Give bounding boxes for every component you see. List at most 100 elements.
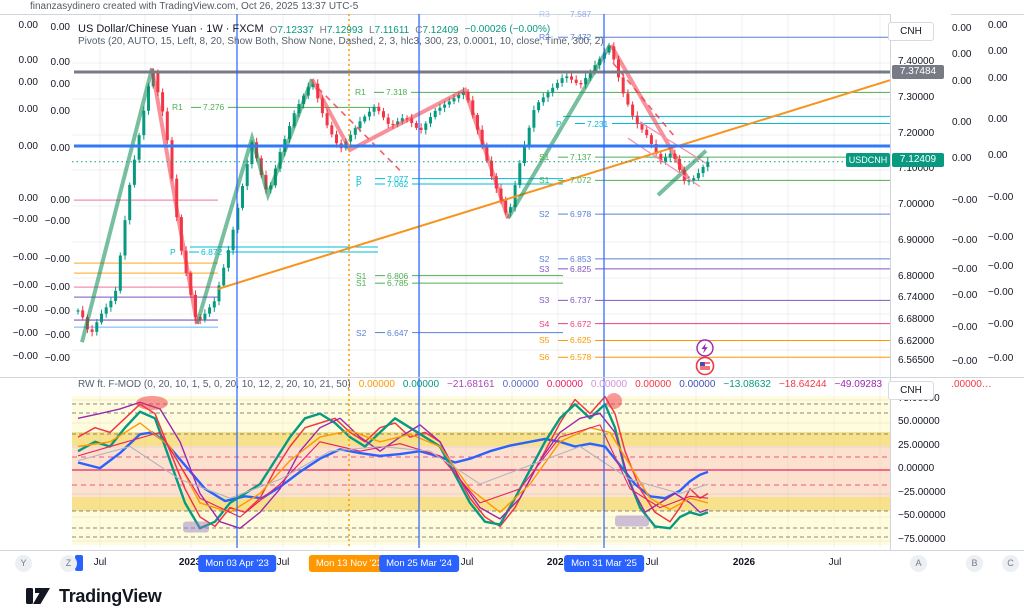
candlestick xyxy=(142,110,146,136)
candlestick xyxy=(367,111,371,117)
right-extra-scales[interactable]: 0.00 0.00 0.00 0.00 0.00 0.00 0.00 0.00 0.00 0.00… xyxy=(948,14,1024,550)
candlestick xyxy=(100,313,103,323)
pane-divider[interactable] xyxy=(0,377,1024,378)
right-scale-value: 0.00 xyxy=(952,23,972,34)
scale-toggle-z[interactable]: Z xyxy=(60,555,77,572)
candlestick xyxy=(109,300,113,308)
tradingview-logo[interactable]: TradingView xyxy=(26,585,162,607)
indicator-value: 0.00000 xyxy=(402,379,440,390)
left-scale-value: 0.00 xyxy=(18,20,38,31)
pivot-value: 7.587 xyxy=(570,9,592,19)
pivot-label-p: P xyxy=(356,173,362,184)
candlestick xyxy=(311,83,315,88)
indicator-value: 0.00000 xyxy=(679,379,716,390)
left-scale-value: −0.00 xyxy=(12,351,38,362)
scale-toggle-c[interactable]: C xyxy=(1002,555,1019,572)
scale-toggle-a[interactable]: A xyxy=(910,555,927,572)
left-scale-value: 0.00 xyxy=(50,22,70,33)
ohlc-low: L7.11611 xyxy=(368,25,410,36)
candlestick xyxy=(664,157,667,162)
scale-toggle-y[interactable]: Y xyxy=(15,555,32,572)
indicator-title[interactable]: RW ft. F-MOD (0, 20, 10, 1, 5, 0, 20, 10… xyxy=(78,379,351,390)
candlestick xyxy=(532,110,536,128)
pivots-indicator-settings[interactable]: Pivots (20, AUTO, 15, Left, 8, 20, Show … xyxy=(78,36,604,47)
pivot-value: 6.872 xyxy=(201,247,223,258)
currency-button-indicator[interactable]: CNH xyxy=(888,381,934,400)
time-axis-year-label: 2026 xyxy=(732,557,756,568)
time-axis-month-label: Jul xyxy=(828,557,842,568)
candlestick xyxy=(659,153,663,162)
price-axis-label: 6.74000 xyxy=(898,292,935,303)
us-flag-event-icon[interactable] xyxy=(695,356,715,376)
candlestick xyxy=(236,207,240,230)
left-scale-value: 0.00 xyxy=(18,193,38,204)
left-price-scales[interactable]: 0.00 0.00 0.00 0.00 0.00 0.00 0.00 0.00 0.00 0.00… xyxy=(0,14,72,550)
pivot-value: 6.806 xyxy=(387,270,409,281)
left-scale-value: −0.00 xyxy=(44,330,70,341)
time-axis-month-label: Jul xyxy=(460,557,474,568)
candlestick xyxy=(325,113,329,126)
time-axis-month-label: Jul xyxy=(645,557,659,568)
price-axis-label: 6.56500 xyxy=(898,355,935,366)
candlestick xyxy=(692,178,696,181)
signal-pill xyxy=(615,515,649,527)
price-axis-label: 7.30000 xyxy=(898,92,935,103)
right-scale-value: 0.00 xyxy=(952,49,972,60)
candlestick xyxy=(447,101,451,105)
candlestick xyxy=(217,285,221,302)
candlestick xyxy=(560,78,564,83)
candlestick xyxy=(118,255,122,291)
candlestick xyxy=(570,76,573,80)
scale-toggle-b[interactable]: B xyxy=(966,555,983,572)
price-axis-label: 7.10000 xyxy=(898,163,935,174)
candlestick xyxy=(668,153,672,158)
pivot-value: 7.072 xyxy=(570,175,592,186)
candlestick xyxy=(518,163,522,186)
candlestick xyxy=(649,135,653,144)
candlestick xyxy=(250,142,254,165)
indicator-series-orange xyxy=(77,422,709,513)
symbol-title[interactable]: US Dollar/Chinese Yuan · 1W · FXCM xyxy=(78,23,264,35)
indicator-value: −21.68161 xyxy=(447,379,495,390)
main-pane[interactable] xyxy=(72,14,890,376)
drawing-anchor-marker[interactable] xyxy=(75,555,83,571)
indicator-pane[interactable] xyxy=(72,378,890,548)
right-scale-value: 0.00 xyxy=(952,76,972,87)
top-divider xyxy=(0,14,1024,15)
dashed-projection-line xyxy=(612,62,677,139)
currency-button-main[interactable]: CNH xyxy=(888,22,934,41)
indicator-axis-label: −50.00000 xyxy=(898,510,946,521)
left-scale-value: −0.00 xyxy=(44,353,70,364)
candlestick xyxy=(654,143,658,154)
indicator-axis-label: 25.00000 xyxy=(898,440,940,451)
pivot-label-p: P xyxy=(170,247,176,258)
candlestick xyxy=(508,207,512,213)
time-axis-month-label: Jul xyxy=(93,557,107,568)
time-axis[interactable]: Jul 2023 Jul Jul 2025 Jul 2026 Jul xyxy=(0,550,1024,579)
right-scale-value: 0.00 xyxy=(952,153,972,164)
pivot-label-p: P xyxy=(556,118,562,129)
indicator-value: 0.00000 xyxy=(546,379,583,390)
time-marker-badge[interactable]: Mon 25 Mar '24 xyxy=(379,555,459,572)
right-scale-value: −0.00 xyxy=(988,319,1014,330)
candlestick xyxy=(410,118,414,124)
right-scale-value: −0.00 xyxy=(988,232,1014,243)
candlestick xyxy=(372,106,376,112)
candlestick xyxy=(433,110,437,118)
pivot-value: 6.978 xyxy=(570,209,592,220)
left-scale-value: −0.00 xyxy=(12,280,38,291)
indicator-value: 0.00000 xyxy=(590,379,628,390)
candlestick xyxy=(584,77,588,85)
zigzag-down-line xyxy=(150,68,199,325)
time-axis-year-label: 2025 xyxy=(546,557,570,568)
time-marker-badge[interactable]: Mon 03 Apr '23 xyxy=(198,555,276,572)
channel-line xyxy=(639,121,707,164)
right-scale-value: 0.00 xyxy=(988,73,1008,84)
time-marker-badge[interactable]: Mon 31 Mar '25 xyxy=(564,555,644,572)
candlestick xyxy=(546,92,550,98)
price-axis[interactable]: 7.40000 7.30000 7.20000 7.10000 7.00000 6.900… xyxy=(890,14,951,550)
pivot-value: 6.853 xyxy=(570,253,592,264)
time-marker-badge[interactable]: Mon 13 Nov '23 xyxy=(308,555,390,572)
economic-event-icon[interactable] xyxy=(696,339,714,357)
